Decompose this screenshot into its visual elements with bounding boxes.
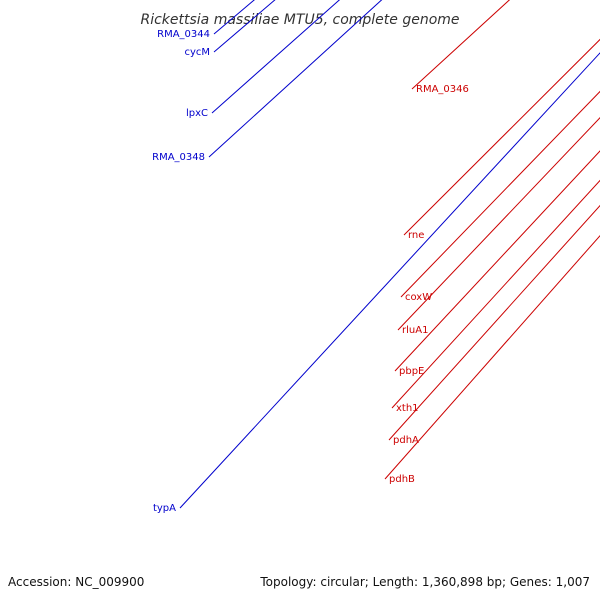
gene-label-leader xyxy=(179,52,600,509)
gene-label-rma-0346[interactable]: RMA_0346 xyxy=(416,84,469,95)
gene-label-xth1[interactable]: xth1 xyxy=(396,403,419,414)
genome-summary-label: Topology: circular; Length: 1,360,898 bp… xyxy=(259,575,590,589)
gene-label-leader xyxy=(397,117,600,331)
gene-label-pdha[interactable]: pdhA xyxy=(393,435,419,446)
gene-label-rma-0348[interactable]: RMA_0348 xyxy=(152,152,205,163)
gene-label-pdhb[interactable]: pdhB xyxy=(389,474,415,485)
gene-label-leader xyxy=(394,150,600,372)
gene-label-cycm[interactable]: cycM xyxy=(184,47,210,58)
gene-label-coxw[interactable]: coxW xyxy=(405,292,432,303)
accession-label: Accession: NC_009900 xyxy=(8,575,144,589)
gene-label-rlua1[interactable]: rluA1 xyxy=(402,325,428,336)
gene-label-leader xyxy=(403,38,600,236)
gene-label-lpxc[interactable]: lpxC xyxy=(186,108,208,119)
gene-label-pbpe[interactable]: pbpE xyxy=(399,366,424,377)
gene-label-leader xyxy=(391,179,600,409)
gene-label-rma-0344[interactable]: RMA_0344 xyxy=(157,29,210,40)
map-title: Rickettsia massiliae MTU5, complete geno… xyxy=(140,12,459,28)
gene-label-typa[interactable]: typA xyxy=(153,503,176,514)
gene-label-rne[interactable]: rne xyxy=(408,230,424,241)
